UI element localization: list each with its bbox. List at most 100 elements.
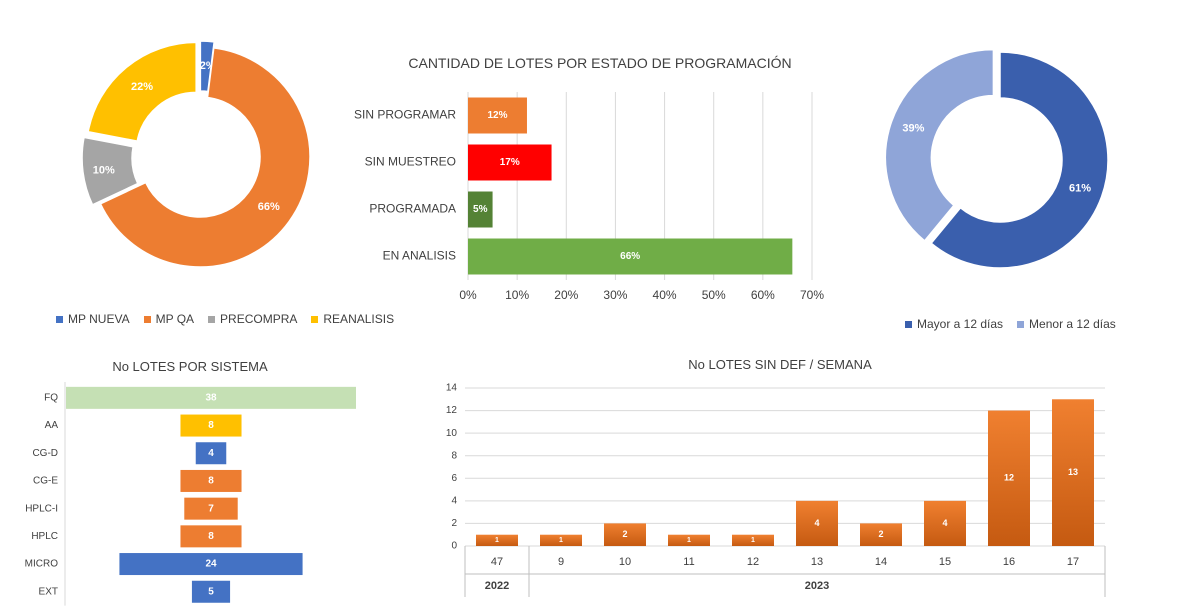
estado-category-label: SIN PROGRAMAR — [354, 108, 456, 122]
sistema-bar-label: 8 — [208, 476, 214, 487]
estado-x-tick: 50% — [702, 288, 726, 302]
semana-x-tick: 11 — [683, 556, 694, 568]
legend-item-0: Mayor a 12 días — [905, 317, 1003, 331]
semana-x-tick: 15 — [939, 556, 951, 568]
semana-bar-7 — [924, 500, 966, 546]
semana-bar-5 — [796, 500, 838, 546]
semana-bar-3 — [668, 534, 710, 546]
semana-bar-label: 1 — [495, 537, 499, 544]
estado-x-tick: 30% — [603, 288, 627, 302]
sistema-bar-label: 4 — [208, 448, 214, 459]
estado-bar-label: 66% — [620, 251, 640, 262]
estado-x-tick: 60% — [751, 288, 775, 302]
estado-bar-label: 5% — [473, 204, 488, 215]
categoria-slice-3 — [87, 41, 197, 143]
semana-bar-label: 12 — [1004, 473, 1014, 483]
categoria-legend: MP NUEVA MP QA PRECOMPRA REANALISIS — [56, 312, 394, 326]
legend-item-mp-qa: MP QA — [143, 312, 195, 326]
semana-x-tick: 12 — [747, 556, 759, 568]
legend-item-precompra: PRECOMPRA — [208, 312, 297, 326]
semana-y-tick: 8 — [451, 450, 457, 461]
legend-item-reanalisis: REANALISIS — [311, 312, 394, 326]
legend-label: Mayor a 12 días — [917, 317, 1004, 331]
semana-y-tick: 14 — [446, 383, 458, 394]
semana-chart-title: No LOTES SIN DEF / SEMANA — [688, 357, 872, 372]
semana-bar-label: 2 — [622, 529, 627, 539]
legend-label: REANALISIS — [323, 312, 395, 326]
semana-bar-label: 1 — [559, 537, 563, 544]
sistema-category-label: EXT — [39, 586, 58, 597]
sistema-category-label: MICRO — [25, 559, 59, 570]
semana-bar-label: 4 — [814, 518, 819, 528]
estado-x-tick: 20% — [554, 288, 578, 302]
dias-slice-1 — [884, 48, 995, 242]
semana-x-tick: 16 — [1003, 556, 1015, 568]
semana-x-tick: 10 — [619, 556, 631, 568]
legend-swatch — [905, 320, 912, 328]
sistema-bar-label: 24 — [205, 559, 217, 570]
semana-bar-0 — [476, 534, 518, 546]
sistema-bar-label: 38 — [205, 392, 217, 403]
estado-x-tick: 10% — [505, 288, 529, 302]
sistema-bar-5 — [180, 525, 242, 548]
semana-year-label: 2023 — [805, 580, 829, 592]
semana-bar-9 — [1052, 399, 1094, 546]
estado-chart-title: CANTIDAD DE LOTES POR ESTADO DE PROGRAMA… — [408, 55, 792, 71]
legend-label: MP QA — [155, 312, 195, 326]
sistema-bar-0 — [66, 386, 356, 409]
sistema-bar-7 — [191, 580, 231, 603]
semana-bar-label: 2 — [878, 529, 883, 539]
estado-category-label: SIN MUESTREO — [365, 155, 456, 169]
legend-item-1: Menor a 12 días — [1017, 317, 1116, 331]
sistema-bar-4 — [184, 497, 238, 520]
estado-bar-label: 17% — [500, 157, 520, 168]
dias-slice-0 — [930, 51, 1109, 269]
legend-label: PRECOMPRA — [220, 312, 298, 326]
estado-x-tick: 40% — [653, 288, 677, 302]
legend-swatch — [143, 315, 151, 323]
semana-x-tick: 17 — [1067, 556, 1079, 568]
sistema-chart-title: No LOTES POR SISTEMA — [112, 359, 268, 374]
semana-x-tick: 47 — [491, 556, 503, 568]
legend-swatch — [56, 315, 63, 323]
sistema-bar-label: 8 — [208, 531, 214, 542]
semana-y-tick: 4 — [451, 495, 457, 506]
sistema-bar-label: 7 — [208, 503, 214, 514]
categoria-label-3: 22% — [131, 81, 153, 93]
semana-x-tick: 9 — [558, 556, 564, 568]
semana-bar-2 — [604, 523, 646, 546]
sistema-bar-2 — [195, 442, 227, 465]
semana-bar-1 — [540, 534, 582, 546]
sistema-category-label: FQ — [44, 392, 58, 403]
semana-year-label: 2022 — [485, 580, 509, 592]
semana-x-tick: 13 — [811, 556, 823, 568]
legend-swatch — [1017, 320, 1025, 328]
semana-y-tick: 6 — [451, 473, 457, 484]
estado-bar-label: 12% — [487, 110, 507, 121]
estado-category-label: EN ANALISIS — [383, 249, 456, 263]
sistema-category-label: HPLC — [31, 531, 58, 542]
semana-bar-label: 1 — [687, 537, 691, 544]
dias-label-0: 61% — [1069, 183, 1091, 195]
sistema-bar-6 — [119, 553, 303, 576]
estado-category-label: PROGRAMADA — [369, 202, 456, 216]
sistema-bar-label: 8 — [208, 420, 214, 431]
legend-swatch — [208, 315, 216, 323]
sistema-bar-3 — [180, 469, 242, 492]
legend-label: MP NUEVA — [68, 312, 130, 326]
sistema-category-label: CG-D — [32, 448, 58, 459]
categoria-label-2: 10% — [93, 165, 115, 177]
semana-x-tick: 14 — [875, 556, 887, 568]
dias-label-1: 39% — [902, 123, 924, 135]
legend-label: Menor a 12 días — [1029, 317, 1116, 331]
legend-swatch — [311, 315, 319, 323]
semana-bar-4 — [732, 534, 774, 546]
semana-bar-label: 1 — [751, 537, 755, 544]
semana-bar-6 — [860, 523, 902, 546]
semana-y-tick: 2 — [451, 518, 457, 529]
estado-x-tick: 0% — [459, 288, 477, 302]
semana-bar-label: 13 — [1068, 467, 1078, 477]
sistema-bar-1 — [180, 414, 242, 437]
legend-item-mp-nueva: MP NUEVA — [56, 312, 130, 326]
